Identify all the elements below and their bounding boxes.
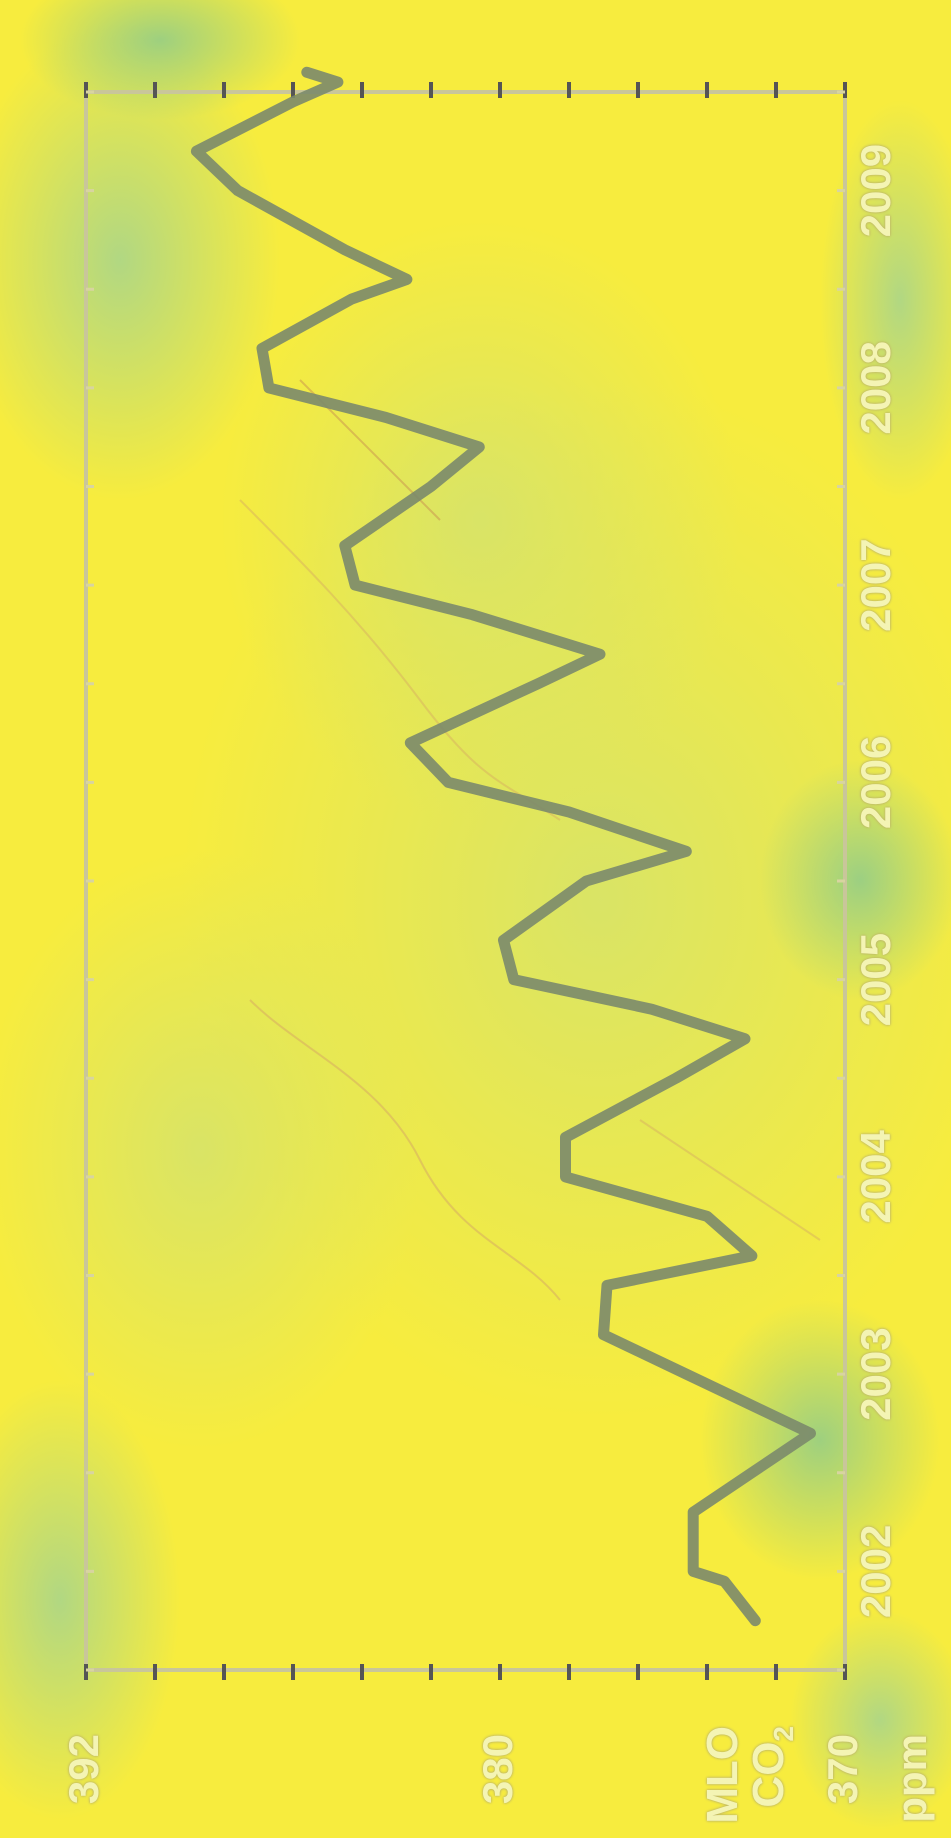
y-tick-label: 380 xyxy=(474,1734,521,1805)
x-tick-label: 2009 xyxy=(852,143,899,238)
y-tick-label: 392 xyxy=(60,1734,107,1805)
x-tick-label: 2008 xyxy=(852,341,899,435)
x-tick-label: 2004 xyxy=(852,1130,899,1224)
x-tick-label: 2006 xyxy=(852,735,899,830)
variable-label: MLO CO2 xyxy=(698,1726,807,1836)
co2-series-line xyxy=(190,66,816,1627)
y-tick-label: 370 xyxy=(819,1734,866,1805)
x-tick-label: 2007 xyxy=(852,538,899,632)
quantity-subscript: 2 xyxy=(767,1726,799,1742)
x-tick-label: 2005 xyxy=(852,932,899,1027)
variable-name: MLO xyxy=(698,1726,747,1824)
unit-label: ppm xyxy=(888,1734,935,1823)
plot-frame xyxy=(84,90,847,1672)
quantity-name: CO xyxy=(744,1741,793,1808)
x-tick-label: 2003 xyxy=(852,1327,899,1421)
x-tick-label: 2002 xyxy=(852,1524,899,1619)
